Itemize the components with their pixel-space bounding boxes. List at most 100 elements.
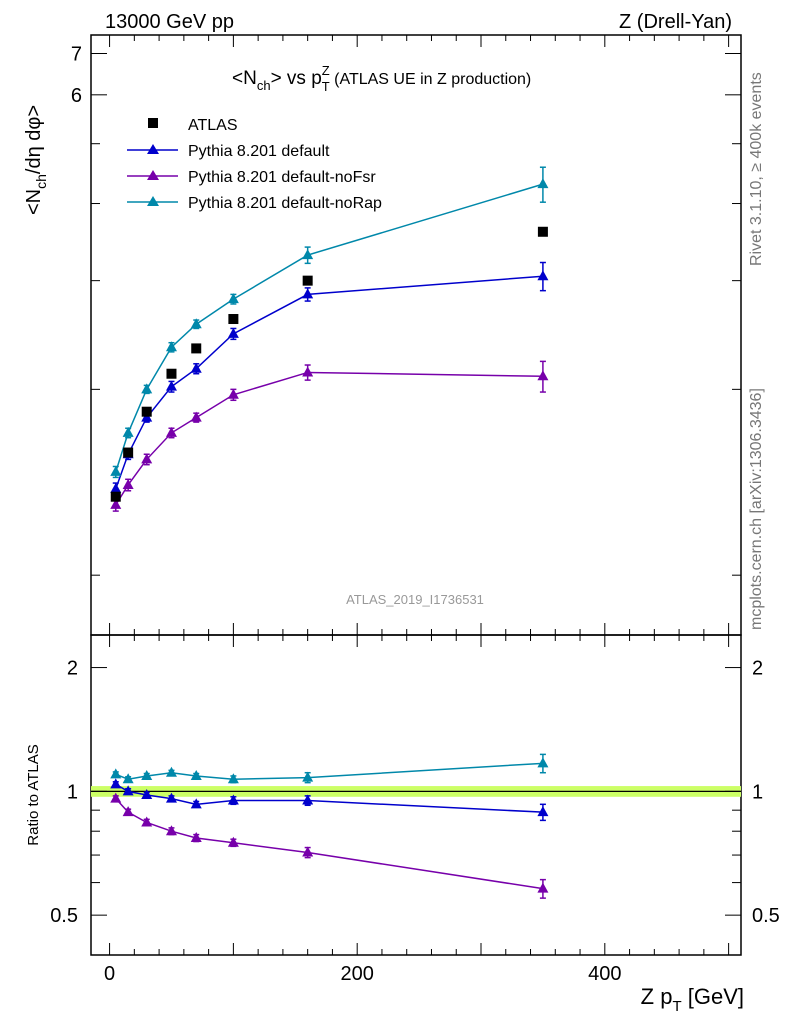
main-point-atlas (537, 226, 548, 237)
analysis-watermark: ATLAS_2019_I1736531 (346, 592, 484, 607)
main-point-pythia-8-201-default-norap (141, 383, 153, 394)
main-point-pythia-8-201-default-norap (165, 341, 177, 352)
main-point-atlas (141, 406, 152, 417)
ratio-point-pythia-8-201-default (537, 806, 549, 817)
ratio-point-pythia-8-201-default (165, 792, 177, 803)
ratio-y-tick-label-right: 2 (752, 658, 763, 680)
ratio-y-tick-label-right: 0.5 (752, 905, 780, 927)
ratio-point-pythia-8-201-default-norap (141, 769, 153, 780)
ratio-point-pythia-8-201-default-nofsr (190, 832, 202, 843)
header-right-label: Z (Drell-Yan) (619, 11, 732, 33)
main-point-atlas (228, 314, 239, 325)
ratio-series-pythia-8-201-default-nofsr (110, 792, 549, 899)
ratio-point-pythia-8-201-default (141, 788, 153, 799)
legend-label-default: Pythia 8.201 default (188, 143, 330, 160)
legend-label-norap: Pythia 8.201 default-noRap (188, 195, 382, 212)
x-tick-label: 200 (341, 963, 374, 985)
ratio-point-pythia-8-201-default-norap (537, 757, 549, 768)
main-point-pythia-8-201-default-norap (122, 426, 134, 437)
main-point-pythia-8-201-default-nofsr (110, 498, 122, 509)
ratio-point-pythia-8-201-default-nofsr (165, 825, 177, 836)
ratio-point-pythia-8-201-default-norap (165, 766, 177, 777)
header-left-label: 13000 GeV pp (105, 11, 234, 33)
main-point-pythia-8-201-default-norap (537, 178, 549, 189)
legend-entry-default: Pythia 8.201 default (127, 143, 330, 160)
ratio-point-pythia-8-201-default-norap (302, 771, 314, 782)
ratio-y-tick-label: 2 (67, 658, 78, 680)
x-axis-label: Z pT [GeV] (641, 984, 744, 1015)
axes: 0 200 400 6 7 0.5 0.5 1 1 2 2 (50, 35, 780, 985)
main-point-atlas (302, 275, 313, 286)
main-point-pythia-8-201-default-nofsr (537, 370, 549, 381)
ratio-point-pythia-8-201-default-nofsr (122, 806, 134, 817)
ratio-line-pythia-8-201-default-norap (115, 762, 543, 781)
main-point-atlas (110, 491, 121, 502)
legend-entry-nofsr: Pythia 8.201 default-noFsr (127, 169, 376, 186)
main-y-tick-label: 6 (71, 85, 82, 107)
main-y-tick-label: 7 (71, 43, 82, 65)
main-point-atlas (166, 368, 177, 379)
legend-entry-norap: Pythia 8.201 default-noRap (127, 195, 382, 212)
legend-marker-nofsr (147, 170, 159, 180)
main-series-pythia-8-201-default-nofsr (110, 360, 549, 512)
ratio-point-pythia-8-201-default-nofsr (110, 792, 122, 803)
legend-marker-default (147, 144, 159, 154)
main-point-pythia-8-201-default (227, 327, 239, 338)
x-tick-label: 0 (104, 963, 115, 985)
main-point-pythia-8-201-default-nofsr (227, 388, 239, 399)
ratio-line-pythia-8-201-default-nofsr (115, 798, 544, 890)
ratio-point-pythia-8-201-default (110, 778, 122, 789)
ratio-y-tick-label: 1 (67, 781, 78, 803)
legend-label-nofsr: Pythia 8.201 default-noFsr (188, 169, 376, 186)
main-point-pythia-8-201-default (190, 362, 202, 373)
main-point-pythia-8-201-default (110, 482, 122, 493)
main-point-pythia-8-201-default (165, 380, 177, 391)
ratio-point-pythia-8-201-default (302, 794, 314, 805)
ratio-point-pythia-8-201-default-norap (190, 769, 202, 780)
ratio-point-pythia-8-201-default (122, 785, 134, 796)
ratio-y-axis-label: Ratio to ATLAS (25, 744, 42, 845)
ratio-point-pythia-8-201-default (227, 794, 239, 805)
main-point-pythia-8-201-default-nofsr (302, 366, 314, 377)
data-series (110, 166, 549, 899)
main-point-pythia-8-201-default-nofsr (165, 426, 177, 437)
main-line-pythia-8-201-default (115, 275, 543, 490)
main-point-pythia-8-201-default-norap (227, 293, 239, 304)
main-series-pythia-8-201-default-norap (110, 166, 549, 479)
legend: ATLAS Pythia 8.201 default Pythia 8.201 … (127, 117, 382, 212)
legend-marker-norap (147, 196, 159, 206)
legend-entry-atlas: ATLAS (148, 117, 238, 134)
main-line-pythia-8-201-default-norap (115, 183, 544, 473)
legend-marker-atlas (148, 118, 158, 128)
legend-label-atlas: ATLAS (188, 117, 238, 134)
main-point-atlas (123, 447, 134, 458)
ratio-band (91, 786, 741, 797)
main-y-axis-label: <Nch/dη dφ> (23, 105, 49, 215)
ratio-point-pythia-8-201-default-nofsr (227, 836, 239, 847)
main-series-atlas (110, 226, 548, 502)
main-point-pythia-8-201-default (537, 270, 549, 281)
ratio-point-pythia-8-201-default (190, 798, 202, 809)
ratio-point-pythia-8-201-default-nofsr (302, 846, 314, 857)
ratio-y-tick-label: 0.5 (50, 905, 78, 927)
main-point-atlas (191, 343, 202, 354)
ratio-point-pythia-8-201-default-norap (122, 773, 134, 784)
ratio-point-pythia-8-201-default-nofsr (537, 882, 549, 893)
ratio-series-pythia-8-201-default (110, 778, 549, 822)
ratio-y-tick-label-right: 1 (752, 781, 763, 803)
ratio-series-pythia-8-201-default-norap (110, 753, 549, 784)
ratio-point-pythia-8-201-default-nofsr (141, 816, 153, 827)
rivet-version-label: Rivet 3.1.10, ≥ 400k events (748, 72, 765, 266)
ratio-point-pythia-8-201-default-norap (110, 768, 122, 779)
ratio-point-pythia-8-201-default-norap (227, 773, 239, 784)
main-point-pythia-8-201-default-norap (190, 318, 202, 329)
main-point-pythia-8-201-default-nofsr (190, 411, 202, 422)
main-point-pythia-8-201-default (302, 288, 314, 299)
main-point-pythia-8-201-default-nofsr (122, 478, 134, 489)
main-plot-title: <Nch> vs pZ T (ATLAS UE in Z production) (232, 63, 531, 94)
x-tick-label: 400 (588, 963, 621, 985)
main-point-pythia-8-201-default-norap (302, 249, 314, 260)
main-point-pythia-8-201-default-nofsr (141, 453, 153, 464)
mcplots-source-label: mcplots.cern.ch [arXiv:1306.3436] (748, 388, 765, 630)
